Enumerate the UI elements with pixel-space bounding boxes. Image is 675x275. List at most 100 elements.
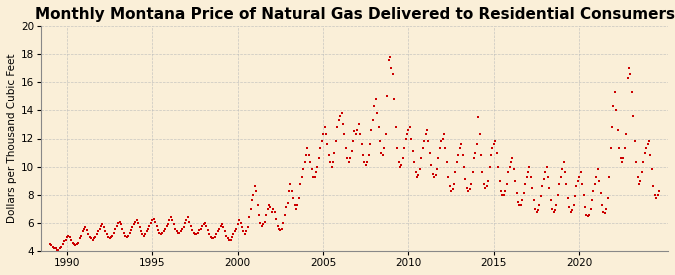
Point	[123, 233, 134, 238]
Point	[412, 174, 423, 179]
Point	[88, 236, 99, 241]
Point	[493, 164, 504, 169]
Point	[591, 174, 601, 179]
Point	[238, 229, 249, 233]
Point	[548, 210, 559, 214]
Point	[430, 173, 441, 177]
Point	[60, 238, 71, 242]
Point	[440, 146, 451, 150]
Point	[165, 215, 176, 219]
Point	[588, 188, 599, 193]
Point	[396, 163, 407, 167]
Point	[118, 231, 129, 235]
Point	[131, 218, 142, 222]
Point	[282, 201, 293, 205]
Point	[570, 194, 580, 199]
Point	[72, 242, 82, 246]
Point	[462, 186, 472, 190]
Point	[558, 160, 569, 165]
Point	[173, 231, 184, 235]
Point	[535, 194, 546, 199]
Point	[235, 221, 246, 225]
Point	[234, 218, 244, 222]
Point	[641, 146, 651, 150]
Point	[232, 222, 243, 227]
Point	[242, 225, 253, 229]
Point	[638, 160, 649, 165]
Point	[618, 156, 629, 160]
Point	[323, 153, 334, 158]
Point	[587, 198, 597, 203]
Point	[168, 222, 179, 227]
Point	[204, 232, 215, 236]
Point	[329, 150, 340, 155]
Point	[512, 200, 523, 204]
Point	[359, 160, 370, 165]
Point	[481, 184, 492, 189]
Point	[414, 167, 425, 172]
Point	[73, 240, 84, 245]
Point	[382, 94, 393, 98]
Point	[354, 132, 365, 136]
Point	[254, 212, 265, 217]
Point	[171, 229, 182, 233]
Point	[653, 188, 664, 193]
Point	[413, 173, 424, 177]
Point	[507, 156, 518, 160]
Point	[560, 170, 570, 174]
Point	[410, 170, 421, 174]
Point	[447, 187, 458, 191]
Point	[498, 192, 509, 197]
Point	[245, 207, 256, 211]
Point	[399, 146, 410, 150]
Point	[176, 229, 186, 233]
Point	[503, 170, 514, 174]
Point	[227, 235, 238, 239]
Point	[268, 207, 279, 211]
Point	[221, 233, 232, 238]
Point	[46, 243, 57, 248]
Point	[332, 125, 343, 130]
Point	[394, 164, 405, 169]
Point	[540, 170, 551, 174]
Point	[404, 125, 415, 130]
Point	[214, 226, 225, 231]
Point	[59, 239, 70, 243]
Point	[497, 192, 508, 197]
Point	[538, 177, 549, 182]
Point	[510, 178, 520, 183]
Point	[364, 142, 375, 146]
Point	[446, 188, 456, 193]
Point	[385, 55, 396, 59]
Point	[281, 205, 292, 210]
Point	[321, 132, 331, 136]
Point	[87, 238, 98, 242]
Point	[629, 139, 640, 144]
Point	[272, 224, 283, 228]
Point	[377, 153, 388, 158]
Point	[545, 198, 556, 203]
Point	[275, 228, 286, 232]
Point	[191, 232, 202, 236]
Point	[406, 136, 416, 141]
Point	[69, 242, 80, 246]
Point	[484, 164, 495, 169]
Point	[299, 160, 310, 165]
Point	[258, 222, 269, 227]
Point	[279, 212, 290, 217]
Point	[551, 202, 562, 207]
Point	[215, 224, 226, 228]
Point	[516, 202, 526, 207]
Point	[296, 174, 307, 179]
Point	[616, 160, 627, 165]
Point	[339, 132, 350, 136]
Point	[325, 160, 335, 165]
Point	[383, 57, 394, 62]
Point	[181, 218, 192, 222]
Point	[269, 210, 280, 214]
Point	[564, 205, 574, 210]
Point	[312, 164, 323, 169]
Point	[141, 229, 152, 233]
Point	[637, 170, 647, 174]
Point	[49, 246, 59, 251]
